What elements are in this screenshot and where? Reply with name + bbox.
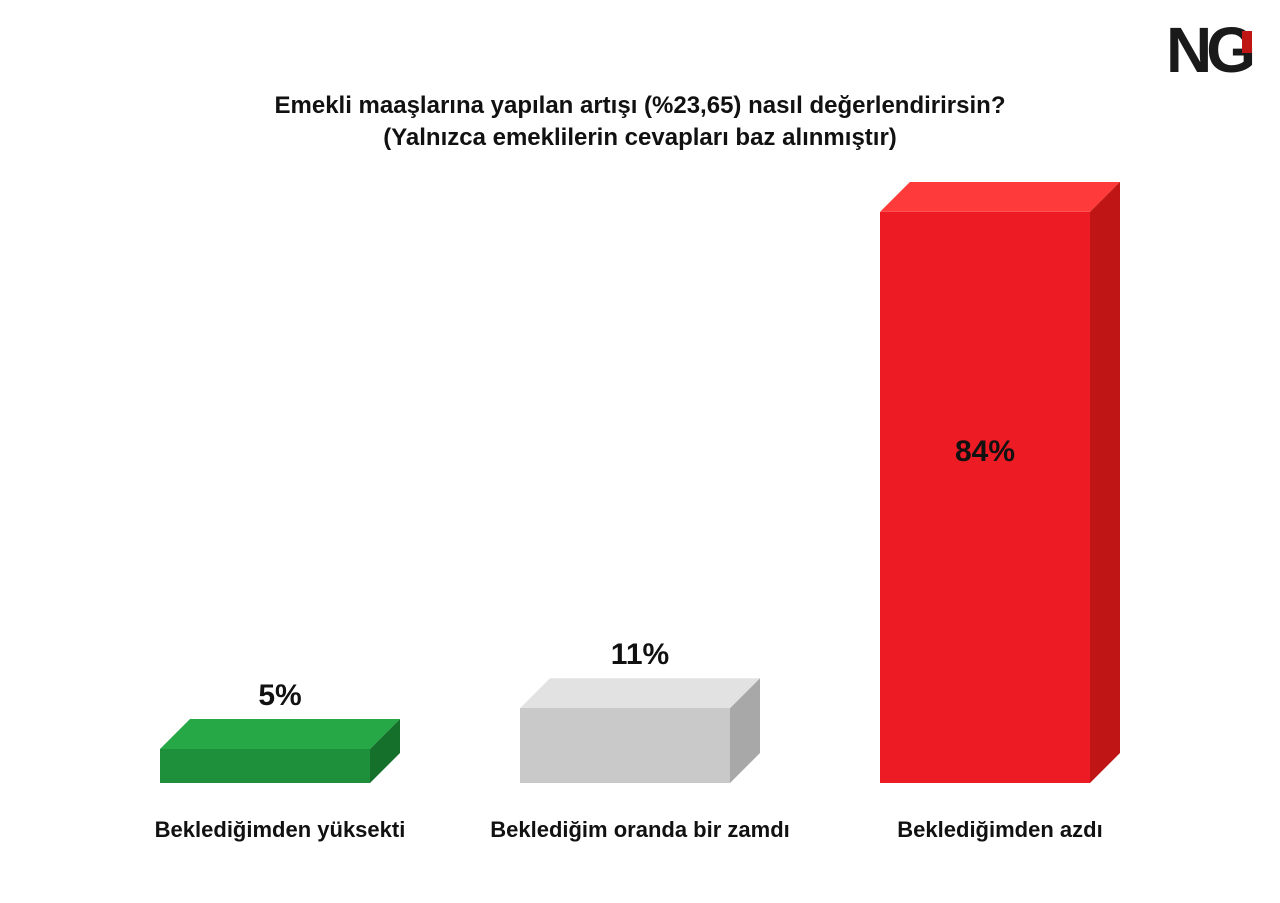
- logo-g: G: [1206, 25, 1250, 76]
- bar-value-label: 11%: [611, 638, 669, 672]
- bar: 84%: [880, 182, 1120, 783]
- bar: [520, 678, 760, 783]
- bar-value-label: 5%: [258, 679, 301, 713]
- x-axis-label: Beklediğimden yüksekti: [100, 817, 460, 843]
- bar: [160, 719, 400, 783]
- bar-slot: 11%: [460, 638, 820, 783]
- x-axis-label: Beklediğimden azdı: [820, 817, 1180, 843]
- chart-title-line1: Emekli maaşlarına yapılan artışı (%23,65…: [64, 90, 1216, 122]
- bars-row: 5% 11% 84%: [100, 163, 1180, 783]
- bar-slot: 5%: [100, 679, 460, 783]
- bar-side-face: [1090, 182, 1120, 783]
- x-axis-label: Beklediğim oranda bir zamdı: [460, 817, 820, 843]
- bar-front-face: [160, 749, 370, 783]
- bar-top-face: [880, 182, 1120, 212]
- chart-area: 5%11%84% Beklediğimden yüksektiBeklediği…: [100, 180, 1180, 843]
- bar-top-face: [160, 719, 400, 749]
- brand-logo: NG: [1166, 25, 1250, 76]
- bar-front-face: [880, 212, 1090, 783]
- bar-value-label: 84%: [880, 435, 1090, 469]
- logo-n: N: [1166, 14, 1206, 86]
- bar-slot: 84%: [820, 182, 1180, 783]
- chart-title-line2: (Yalnızca emeklilerin cevapları baz alın…: [64, 122, 1216, 154]
- bar-front-face: [520, 708, 730, 783]
- bar-top-face: [520, 678, 760, 708]
- chart-title: Emekli maaşlarına yapılan artışı (%23,65…: [64, 90, 1216, 155]
- x-axis-labels: Beklediğimden yüksektiBeklediğim oranda …: [100, 817, 1180, 843]
